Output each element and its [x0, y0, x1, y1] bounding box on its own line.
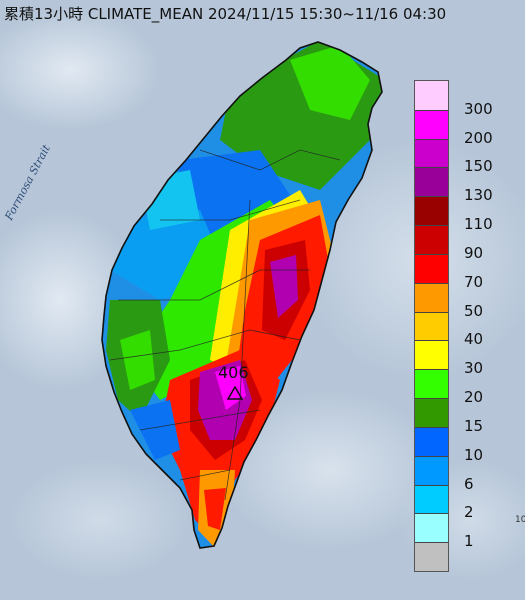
legend-swatch: [415, 398, 448, 427]
peak-triangle-icon: [227, 386, 243, 400]
legend-swatch: [415, 311, 448, 341]
legend-swatch: [415, 426, 448, 456]
legend-label: 15: [464, 416, 484, 435]
legend-label: 130: [464, 186, 493, 205]
legend-label: 30: [464, 359, 484, 378]
legend-swatch: [415, 542, 448, 571]
legend-label: 6: [464, 474, 474, 493]
legend-label: 20: [464, 388, 484, 407]
legend-swatch: [415, 196, 448, 226]
legend-swatch: [415, 455, 448, 485]
legend-swatch: [415, 109, 448, 139]
legend-label: 150: [464, 157, 493, 176]
legend-label: 200: [464, 128, 493, 147]
legend-swatch: [415, 369, 448, 399]
rainfall-legend: [414, 80, 449, 572]
legend-label: 90: [464, 243, 484, 262]
peak-value-label: 406: [218, 363, 249, 382]
legend-swatch: [415, 484, 448, 514]
legend-label: 10: [464, 445, 484, 464]
legend-swatch: [415, 340, 448, 370]
corner-note: 10: [515, 515, 525, 525]
legend-swatch: [415, 138, 448, 168]
legend-swatch: [415, 167, 448, 197]
legend-label: 2: [464, 503, 474, 522]
legend-swatch: [415, 513, 448, 543]
legend-label: 110: [464, 215, 493, 234]
legend-label: 40: [464, 330, 484, 349]
legend-swatch: [415, 282, 448, 312]
legend-label: 70: [464, 272, 484, 291]
legend-label: 50: [464, 301, 484, 320]
map-title: 累積13小時 CLIMATE_MEAN 2024/11/15 15:30~11/…: [4, 5, 447, 23]
legend-swatch: [415, 253, 448, 283]
legend-label: 300: [464, 99, 493, 118]
legend-swatch: [415, 81, 448, 110]
legend-swatch: [415, 225, 448, 254]
legend-label: 1: [464, 532, 474, 551]
